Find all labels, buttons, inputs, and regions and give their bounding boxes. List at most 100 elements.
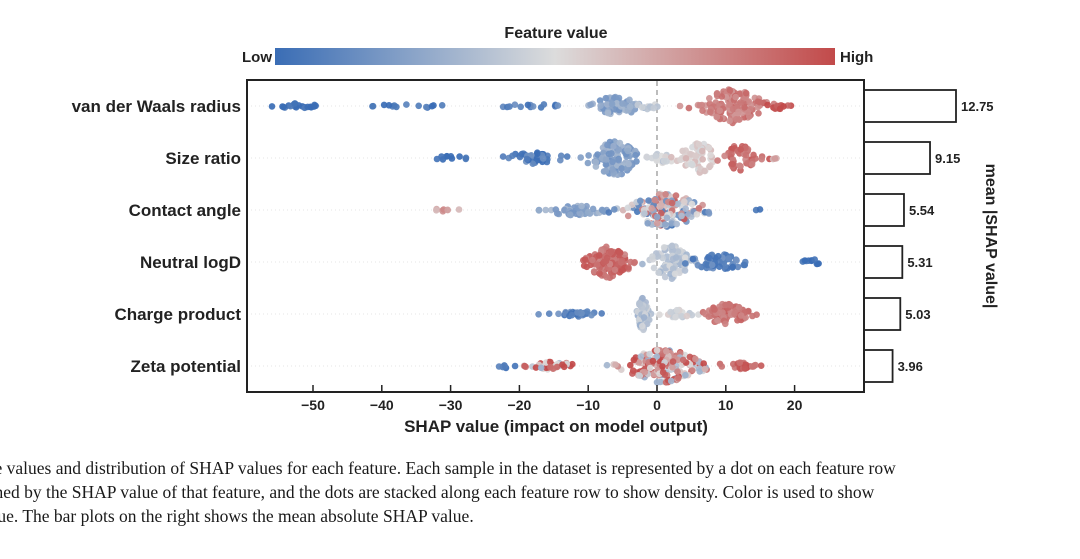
shap-dot [433, 207, 440, 214]
shap-dot [707, 151, 714, 159]
shap-dot [667, 308, 674, 316]
shap-dot [667, 377, 675, 385]
shap-dot [695, 205, 703, 212]
shap-dot [668, 153, 675, 161]
feature-dots-contact-angle [433, 190, 764, 230]
shap-dot [758, 155, 765, 163]
feature-label: Size ratio [165, 149, 241, 168]
shap-dot [540, 101, 548, 108]
shap-dot [529, 160, 537, 167]
shap-dot [692, 355, 699, 363]
shap-dot [566, 211, 574, 218]
shap-dot [713, 113, 721, 121]
shap-dot [708, 261, 716, 269]
feature-label: Neutral logD [140, 253, 241, 272]
x-tick-label: 20 [787, 397, 803, 413]
shap-dot [653, 353, 661, 360]
shap-dot [646, 350, 653, 358]
shap-dot [603, 361, 611, 369]
shap-dot [596, 97, 604, 104]
caption-line: value. The bar plots on the right shows … [0, 506, 474, 526]
shap-dot [268, 103, 276, 110]
shap-dot [696, 368, 703, 375]
shap-dot [535, 311, 542, 318]
shap-dot [663, 158, 670, 165]
shap-dot [674, 200, 681, 208]
shap-dot [574, 309, 581, 316]
shap-dot [756, 98, 763, 106]
shap-dot [776, 105, 784, 113]
shap-dot [668, 242, 676, 250]
shap-dot [585, 152, 592, 159]
shap-dot [672, 313, 680, 321]
shap-dot [737, 146, 744, 153]
shap-dot [686, 353, 694, 361]
shap-dot [584, 159, 592, 167]
shap-dot [506, 103, 513, 110]
x-tick-label: −50 [301, 397, 325, 413]
shap-dot [726, 117, 733, 125]
feature-label: Zeta potential [130, 357, 241, 376]
shap-dot [619, 100, 626, 107]
shap-dot [593, 261, 601, 269]
shap-dot [594, 151, 601, 158]
shap-dot [742, 89, 750, 97]
shap-dot [637, 353, 645, 360]
x-tick-label: 10 [718, 397, 734, 413]
shap-dot [649, 357, 657, 365]
mean-shap-value-label: 5.54 [909, 203, 935, 218]
shap-dot [657, 203, 664, 210]
shap-dot [456, 153, 463, 160]
shap-dot [626, 96, 633, 104]
shap-dot [681, 260, 689, 267]
shap-dot [699, 156, 706, 163]
shap-dot [610, 142, 617, 150]
shap-dot [602, 257, 610, 265]
shap-dot [639, 260, 646, 268]
shap-dot [742, 151, 750, 159]
shap-dot [455, 206, 463, 213]
shap-dot [626, 103, 634, 111]
shap-dot [718, 363, 726, 370]
shap-dot [651, 196, 659, 204]
beeswarm-dots [268, 86, 822, 386]
shap-dot [714, 316, 721, 324]
shap-dot [757, 362, 765, 370]
shap-dot [737, 312, 745, 319]
shap-dot [604, 109, 612, 117]
shap-dot [732, 93, 739, 101]
mean-shap-bar [863, 245, 904, 279]
shap-dot [732, 116, 740, 123]
shap-dot [589, 256, 596, 264]
shap-dot [692, 152, 700, 160]
shap-dot [595, 252, 603, 259]
shap-dot [749, 312, 756, 320]
shap-dot [631, 259, 638, 266]
shap-dot [652, 152, 659, 160]
shap-dot [706, 95, 713, 102]
shap-dot [603, 273, 610, 281]
shap-dot [714, 252, 722, 260]
shap-dot [499, 153, 507, 160]
shap-dot [602, 94, 610, 102]
shap-dot [645, 197, 652, 204]
shap-dot [428, 102, 436, 110]
shap-dot [423, 103, 430, 111]
shap-dot [659, 363, 666, 370]
caption-line: lute values and distribution of SHAP val… [0, 458, 896, 478]
feature-dots-neutral-logd [580, 242, 822, 283]
bar-panel-label: mean |SHAP value| [982, 164, 999, 309]
shap-dot [641, 368, 648, 376]
shap-dot [801, 257, 809, 264]
shap-dot [688, 367, 696, 374]
shap-dot [729, 160, 736, 168]
shap-dot [734, 263, 742, 271]
shap-dot [592, 158, 600, 166]
shap-dot [523, 155, 531, 163]
shap-dot [661, 273, 669, 281]
shap-dot [699, 107, 706, 114]
shap-dot [521, 362, 528, 370]
shap-dot [279, 103, 286, 110]
shap-dot [735, 108, 742, 116]
shap-dot [640, 314, 648, 321]
